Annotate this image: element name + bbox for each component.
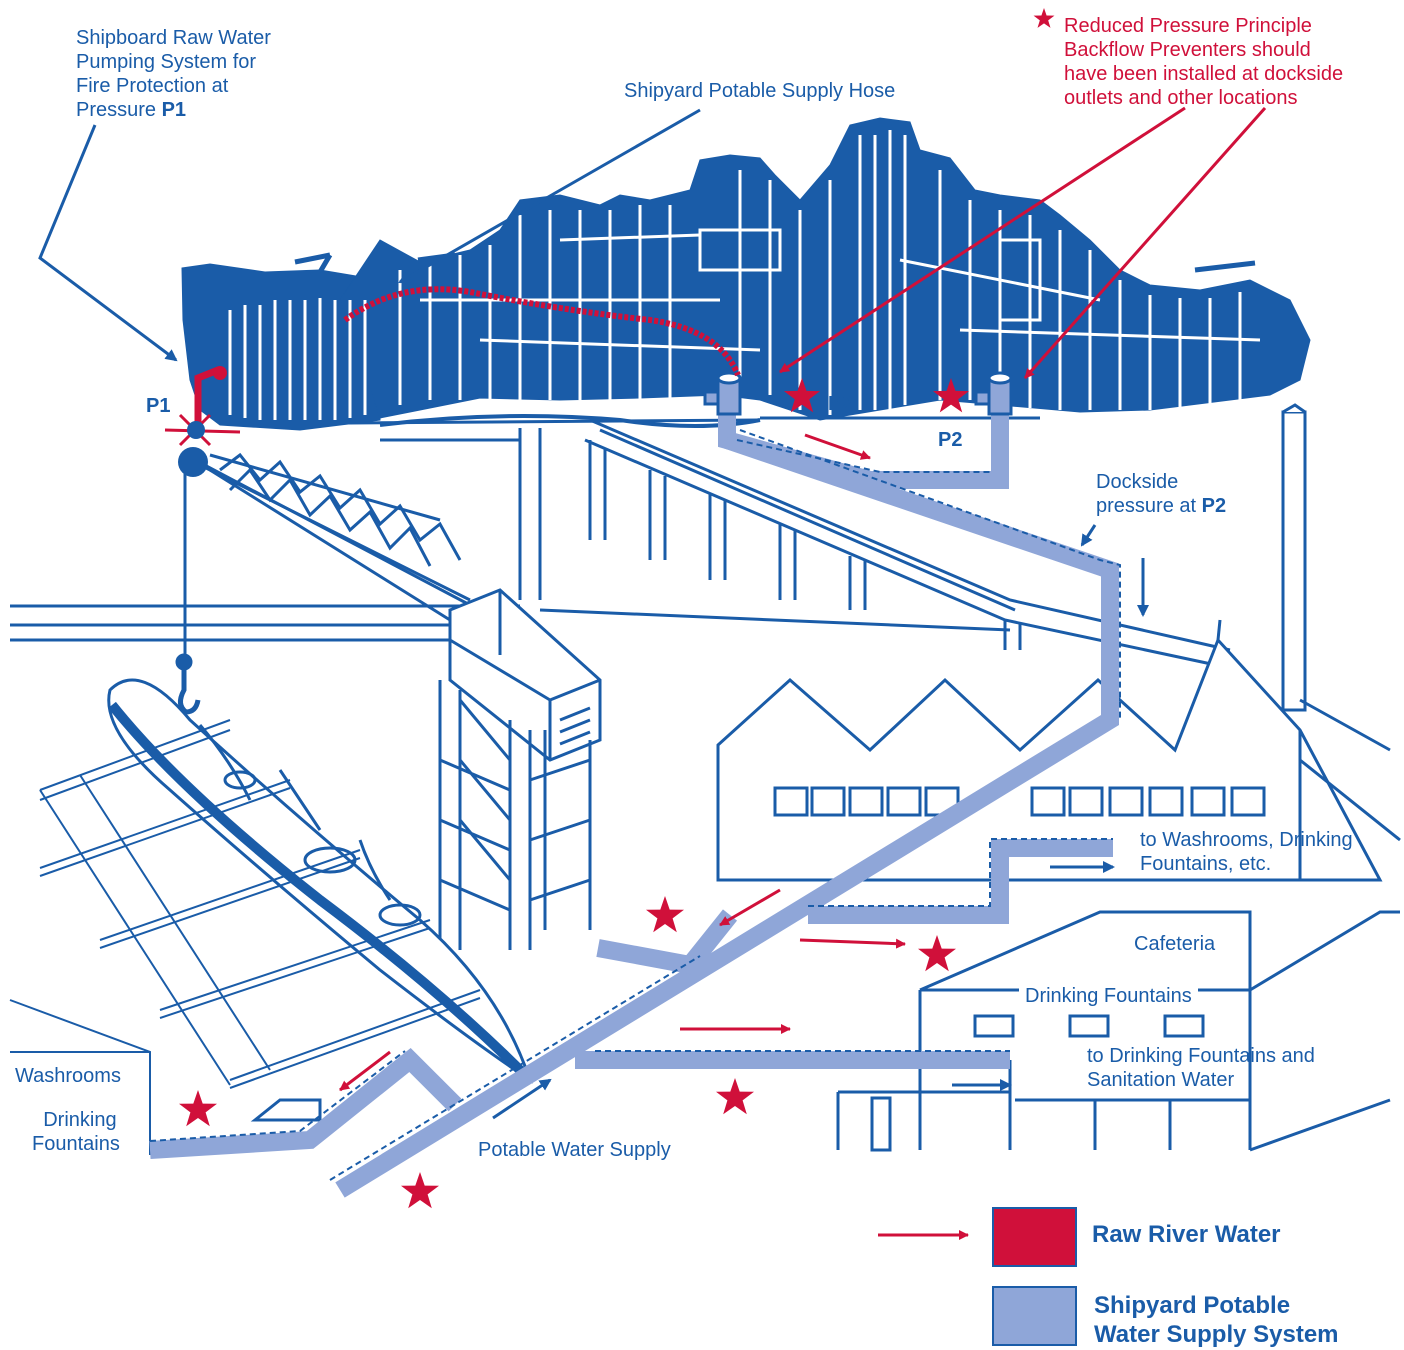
to-washrooms-line-2: Fountains, etc. bbox=[1140, 853, 1272, 875]
star-icon bbox=[646, 896, 684, 933]
star-icon bbox=[918, 935, 956, 972]
backflow-note-line-2: Backflow Preventers should bbox=[1064, 39, 1311, 61]
pipe-dashes bbox=[149, 429, 1121, 1181]
crane-pulley bbox=[178, 447, 208, 477]
backflow-note-line-3: have been installed at dockside bbox=[1064, 63, 1344, 85]
backflow-note-line-4: outlets and other locations bbox=[1064, 87, 1298, 109]
raw-pump-label: Shipboard Raw Water Pumping System for F… bbox=[76, 26, 271, 122]
to-washrooms-label: to Washrooms, Drinking Fountains, etc. bbox=[1140, 828, 1353, 876]
crane bbox=[175, 452, 602, 950]
ship-silhouette bbox=[181, 117, 1311, 431]
to-fountains-line-2: Sanitation Water bbox=[1087, 1069, 1235, 1091]
legend-raw-swatch bbox=[992, 1207, 1077, 1267]
cafeteria-fountains-label: Drinking Fountains bbox=[1019, 984, 1198, 1008]
p2-label: P2 bbox=[828, 393, 853, 415]
washroom-fountains-line-2: Fountains bbox=[32, 1133, 120, 1155]
to-fountains-line-1: to Drinking Fountains and bbox=[1087, 1045, 1315, 1067]
red-leader-lines bbox=[779, 106, 1267, 379]
leader-lines bbox=[38, 108, 1097, 547]
dockside-line-1: Dockside bbox=[1096, 471, 1179, 493]
legend-star-icon bbox=[1033, 8, 1055, 28]
cafeteria-label: Cafeteria bbox=[1134, 933, 1216, 955]
cafeteria-building bbox=[836, 910, 1400, 1152]
washroom-fountains-label: Drinking Fountains bbox=[32, 1108, 120, 1156]
raw-pump-line-3: Fire Protection at bbox=[76, 75, 229, 97]
washrooms-label: Washrooms bbox=[15, 1065, 121, 1087]
potable-supply-label: Potable Water Supply bbox=[478, 1139, 671, 1161]
pier bbox=[10, 416, 1231, 670]
legend-potable-label: Shipyard Potable Water Supply System bbox=[1094, 1291, 1339, 1349]
star-icon bbox=[179, 1090, 217, 1127]
backflow-note-line-1: Reduced Pressure Principle bbox=[1064, 15, 1312, 37]
to-fountains-label: to Drinking Fountains and Sanitation Wat… bbox=[1087, 1044, 1315, 1092]
flow-arrows-red bbox=[339, 433, 969, 1240]
dockside-line-2: pressure at P2 bbox=[1096, 495, 1227, 517]
washroom-fountains-line-1: Drinking bbox=[43, 1109, 117, 1131]
dockside-outlets bbox=[703, 371, 1013, 416]
legend-potable-line-2: Water Supply System bbox=[1094, 1321, 1339, 1348]
hose-label: Shipyard Potable Supply Hose bbox=[624, 80, 896, 102]
dry-dock-cradle bbox=[39, 719, 481, 1089]
legend-potable-swatch bbox=[992, 1286, 1077, 1346]
flow-arrows-blue bbox=[492, 558, 1149, 1120]
to-washrooms-line-1: to Washrooms, Drinking bbox=[1140, 829, 1353, 851]
star-icon bbox=[716, 1078, 754, 1115]
washroom-building bbox=[9, 999, 322, 1155]
legend-raw-label: Raw River Water bbox=[1092, 1221, 1281, 1248]
warehouse-windows bbox=[773, 786, 1266, 817]
backflow-note: Reduced Pressure Principle Backflow Prev… bbox=[1064, 14, 1343, 110]
star-icon bbox=[401, 1172, 439, 1209]
raw-pump-line-4: Pressure P1 bbox=[76, 99, 187, 121]
dockside-pressure-label: Dockside pressure at P2 bbox=[1096, 470, 1226, 518]
p1-label: P1 bbox=[146, 395, 171, 417]
submarine bbox=[107, 678, 533, 1084]
potable-pipes bbox=[149, 400, 1119, 1198]
legend-potable-line-1: Shipyard Potable bbox=[1094, 1292, 1291, 1319]
p2-label: P2 bbox=[938, 429, 963, 451]
raw-pump-line-2: Pumping System for bbox=[76, 51, 257, 73]
raw-pump-line-1: Shipboard Raw Water bbox=[76, 27, 271, 49]
